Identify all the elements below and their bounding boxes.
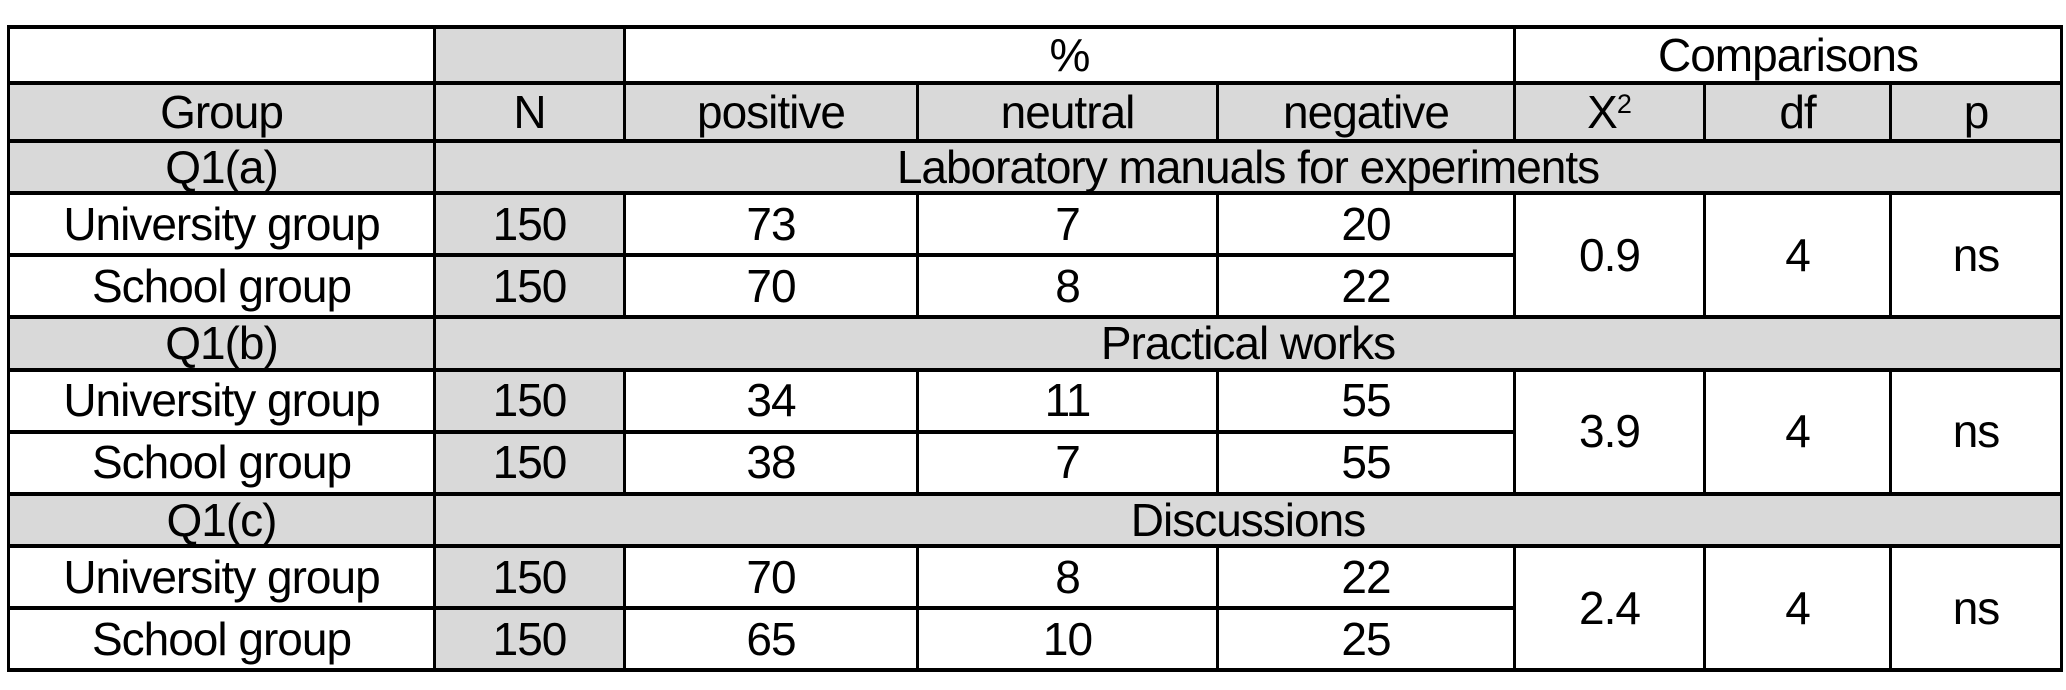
- percent-header: %: [623, 25, 1516, 85]
- neutral-cell: 10: [916, 605, 1219, 672]
- section-title: Laboratory manuals for experiments: [433, 138, 2063, 196]
- positive-cell: 73: [623, 191, 919, 258]
- negative-cell: 20: [1216, 191, 1516, 258]
- chi2-base: X: [1587, 85, 1618, 138]
- col-header-group: Group: [7, 81, 436, 143]
- n-cell: 150: [433, 605, 626, 672]
- col-header-chi2: X2: [1513, 81, 1706, 143]
- n-cell: 150: [433, 191, 626, 258]
- group-cell: University group: [7, 367, 436, 434]
- data-row-q1b-university: University group 150 34 11 55 3.9 4 ns: [7, 367, 2063, 496]
- col-header-negative: negative: [1216, 81, 1516, 143]
- top-header-empty-n: [433, 25, 626, 85]
- negative-cell: 55: [1216, 429, 1516, 496]
- section-row-q1c: Q1(c) Discussions: [7, 491, 2063, 548]
- data-row-q1a-school: School group 150 70 8 22: [7, 253, 2062, 320]
- section-title: Discussions: [433, 491, 2063, 548]
- neutral-cell: 8: [916, 253, 1219, 320]
- section-code: Q1(b): [7, 315, 436, 372]
- df-value-cell: 4: [1703, 367, 1892, 496]
- p-value-cell: ns: [1889, 543, 2063, 672]
- positive-cell: 38: [623, 429, 919, 496]
- col-header-n: N: [433, 81, 626, 143]
- col-header-neutral: neutral: [916, 81, 1219, 143]
- neutral-cell: 11: [916, 367, 1219, 434]
- group-cell: School group: [7, 253, 436, 320]
- top-header-empty-group: [7, 25, 436, 85]
- p-value-cell: ns: [1889, 367, 2063, 496]
- data-row-q1c-school: School group 150 65 10 25: [7, 605, 2062, 672]
- n-cell: 150: [433, 253, 626, 320]
- chi2-superscript: 2: [1616, 89, 1632, 119]
- section-row-q1b: Q1(b) Practical works: [7, 315, 2063, 372]
- results-table: % Comparisons Group N positive neutral n…: [7, 25, 2063, 672]
- header-row-top: % Comparisons: [7, 25, 2063, 85]
- group-cell: School group: [7, 429, 436, 496]
- data-row-q1c-university: University group 150 70 8 22 2.4 4 ns: [7, 543, 2063, 672]
- group-cell: University group: [7, 191, 436, 258]
- neutral-cell: 7: [916, 429, 1219, 496]
- positive-cell: 70: [623, 543, 919, 610]
- positive-cell: 70: [623, 253, 919, 320]
- neutral-cell: 7: [916, 191, 1219, 258]
- positive-cell: 34: [623, 367, 919, 434]
- positive-cell: 65: [623, 605, 919, 672]
- p-value-cell: ns: [1889, 191, 2063, 320]
- negative-cell: 55: [1216, 367, 1516, 434]
- comparisons-header: Comparisons: [1513, 25, 2063, 85]
- section-title: Practical works: [433, 315, 2063, 372]
- negative-cell: 22: [1216, 253, 1516, 320]
- negative-cell: 22: [1216, 543, 1516, 610]
- n-cell: 150: [433, 367, 626, 434]
- section-code: Q1(c): [7, 491, 436, 548]
- col-header-df: df: [1703, 81, 1892, 143]
- df-value-cell: 4: [1703, 191, 1892, 320]
- group-cell: University group: [7, 543, 436, 610]
- chi2-value-cell: 0.9: [1513, 191, 1706, 320]
- n-cell: 150: [433, 429, 626, 496]
- section-row-q1a: Q1(a) Laboratory manuals for experiments: [7, 138, 2063, 196]
- section-code: Q1(a): [7, 138, 436, 196]
- header-row-columns: Group N positive neutral negative X2 df …: [7, 81, 2063, 143]
- neutral-cell: 8: [916, 543, 1219, 610]
- n-cell: 150: [433, 543, 626, 610]
- col-header-p: p: [1889, 81, 2063, 143]
- data-row-q1a-university: University group 150 73 7 20 0.9 4 ns: [7, 191, 2063, 320]
- chi2-value-cell: 3.9: [1513, 367, 1706, 496]
- group-cell: School group: [7, 605, 436, 672]
- col-header-positive: positive: [623, 81, 919, 143]
- df-value-cell: 4: [1703, 543, 1892, 672]
- chi2-value-cell: 2.4: [1513, 543, 1706, 672]
- data-row-q1b-school: School group 150 38 7 55: [7, 429, 2062, 496]
- negative-cell: 25: [1216, 605, 1516, 672]
